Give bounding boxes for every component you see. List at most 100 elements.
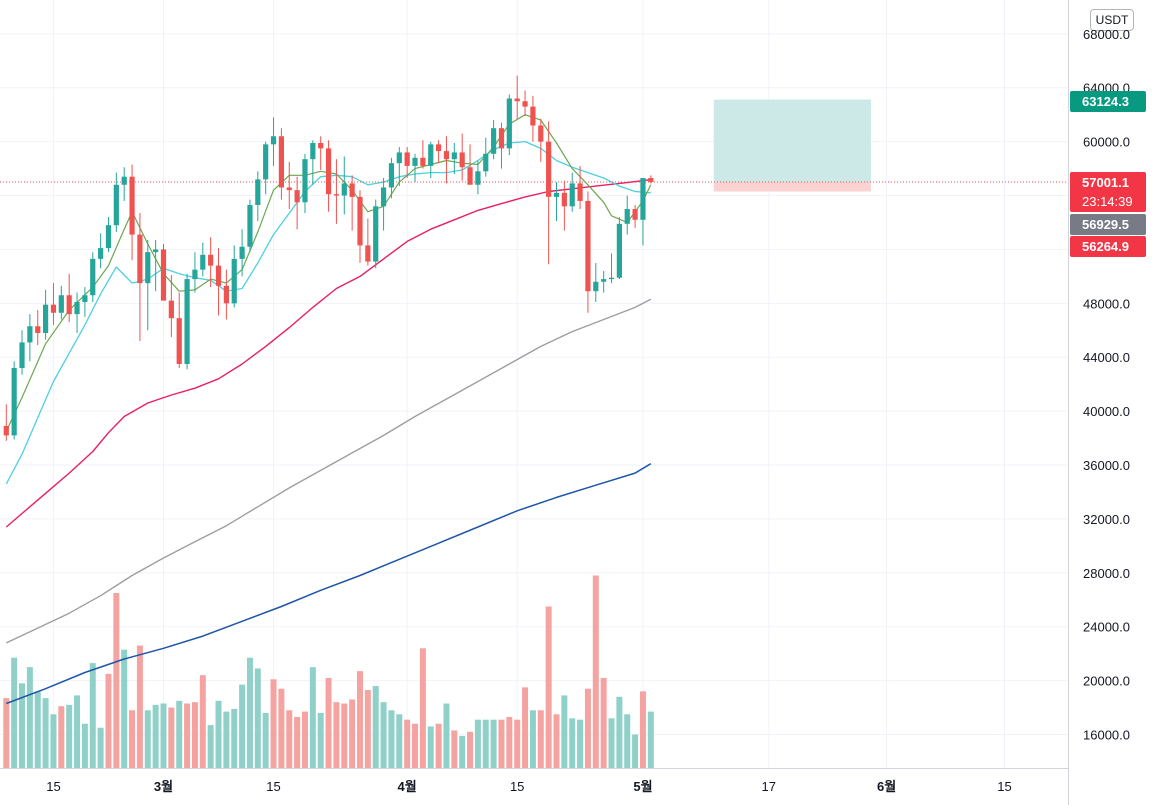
time-axis-label: 17 xyxy=(761,779,775,794)
candle-body xyxy=(341,183,347,196)
candle xyxy=(616,217,622,280)
candle xyxy=(270,117,277,166)
volume-bar xyxy=(286,710,293,768)
candle xyxy=(396,147,402,187)
volume-bar xyxy=(176,700,183,768)
volume-bar xyxy=(537,710,544,768)
candle-body xyxy=(200,254,206,270)
volume-bar xyxy=(443,703,450,768)
candle-body xyxy=(278,136,284,188)
volume-bar xyxy=(121,649,128,768)
volume-bar xyxy=(152,704,159,768)
volume-bar xyxy=(58,706,65,768)
candle xyxy=(546,121,552,265)
candle xyxy=(608,253,615,284)
candle xyxy=(50,283,57,325)
ma-line-gray xyxy=(6,298,652,644)
volume-bar xyxy=(435,723,442,768)
candle-body xyxy=(168,300,174,319)
volume-bar xyxy=(333,702,340,768)
candle-body xyxy=(82,295,88,302)
candle-body xyxy=(616,223,622,278)
candle xyxy=(74,292,80,333)
candle xyxy=(200,242,206,277)
candle-body xyxy=(160,249,167,301)
candle-body xyxy=(648,178,654,183)
price-axis-label: 24000.0 xyxy=(1083,620,1130,635)
candle xyxy=(341,156,347,215)
volume-bar xyxy=(144,710,151,768)
volume-bar xyxy=(561,695,568,768)
time-axis-label: 15 xyxy=(46,779,60,794)
candle-body xyxy=(530,106,536,126)
candle xyxy=(640,178,646,246)
candle-body xyxy=(208,254,214,266)
volume-bar xyxy=(529,710,536,768)
volume-bar xyxy=(301,711,308,768)
candle-body xyxy=(365,245,371,262)
candle xyxy=(121,167,127,201)
price-tag-label: 56264.9 xyxy=(1082,239,1129,254)
price-axis-label: 40000.0 xyxy=(1083,404,1130,419)
candle-body xyxy=(153,249,159,253)
volume-bar xyxy=(239,684,246,768)
time-axis-label: 5월 xyxy=(633,779,652,794)
candle xyxy=(373,199,379,269)
volume-bar xyxy=(467,731,474,768)
candle xyxy=(349,175,355,231)
candle-body xyxy=(349,183,355,197)
volume-bar xyxy=(451,730,458,768)
candle xyxy=(388,157,395,199)
volume-bar xyxy=(199,675,206,768)
volume-bar xyxy=(349,699,356,768)
price-axis-label: 60000.0 xyxy=(1083,135,1130,150)
candle xyxy=(365,218,371,266)
candle-body xyxy=(380,187,387,207)
candle-body xyxy=(98,248,104,259)
candle xyxy=(506,94,512,156)
candle-body xyxy=(74,301,80,315)
currency-badge[interactable]: USDT xyxy=(1090,9,1134,31)
candle-body xyxy=(27,326,33,343)
candle-body xyxy=(412,157,418,166)
candle xyxy=(624,195,630,235)
candle-body xyxy=(129,176,135,235)
candle xyxy=(412,153,418,183)
candle-body xyxy=(443,151,450,160)
price-axis-label: 48000.0 xyxy=(1083,296,1130,311)
candle-body xyxy=(514,98,520,102)
candle xyxy=(263,141,269,195)
candle-body xyxy=(176,318,182,364)
candle-body xyxy=(247,204,253,247)
volume-bar xyxy=(396,714,403,768)
volume-bar xyxy=(522,687,529,768)
volume-bar xyxy=(105,673,112,768)
time-axis-label: 15 xyxy=(997,779,1011,794)
candle xyxy=(648,175,654,184)
candle-body xyxy=(546,141,552,197)
volume-bar xyxy=(341,703,348,768)
candle-body xyxy=(121,176,127,185)
candle xyxy=(498,122,505,169)
candle xyxy=(160,244,167,301)
price-axis-label: 16000.0 xyxy=(1083,728,1130,743)
candle xyxy=(184,273,190,370)
candle xyxy=(428,141,434,179)
candle xyxy=(632,204,638,228)
candle-body xyxy=(192,269,198,280)
candle-body xyxy=(593,281,599,292)
candle xyxy=(380,178,387,231)
candle xyxy=(231,245,237,308)
candle xyxy=(129,164,135,261)
volume-bar xyxy=(482,719,489,768)
candle-body xyxy=(184,279,190,364)
price-axis-label: 28000.0 xyxy=(1083,566,1130,581)
candle xyxy=(538,118,544,162)
volume-bar xyxy=(278,688,285,768)
candle xyxy=(82,287,88,317)
candle-body xyxy=(577,183,583,201)
candle xyxy=(192,252,198,293)
candle-body xyxy=(420,157,426,166)
volume-bar xyxy=(388,710,395,768)
